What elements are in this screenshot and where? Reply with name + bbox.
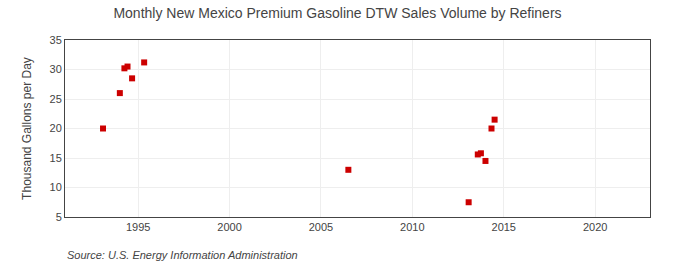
svg-text:5: 5	[56, 211, 62, 223]
svg-text:10: 10	[50, 181, 62, 193]
svg-text:Thousand Gallons per Day: Thousand Gallons per Day	[20, 57, 34, 200]
svg-text:2015: 2015	[492, 221, 516, 233]
svg-text:2010: 2010	[400, 221, 424, 233]
svg-text:35: 35	[50, 34, 62, 46]
svg-text:1995: 1995	[126, 221, 150, 233]
svg-text:2020: 2020	[583, 221, 607, 233]
svg-text:Monthly New Mexico Premium Gas: Monthly New Mexico Premium Gasoline DTW …	[113, 5, 561, 21]
svg-text:15: 15	[50, 152, 62, 164]
svg-text:2005: 2005	[309, 221, 333, 233]
svg-text:25: 25	[50, 93, 62, 105]
svg-text:Source: U.S. Energy Informatio: Source: U.S. Energy Information Administ…	[67, 249, 298, 261]
svg-text:20: 20	[50, 122, 62, 134]
svg-text:30: 30	[50, 63, 62, 75]
svg-text:2000: 2000	[217, 221, 241, 233]
